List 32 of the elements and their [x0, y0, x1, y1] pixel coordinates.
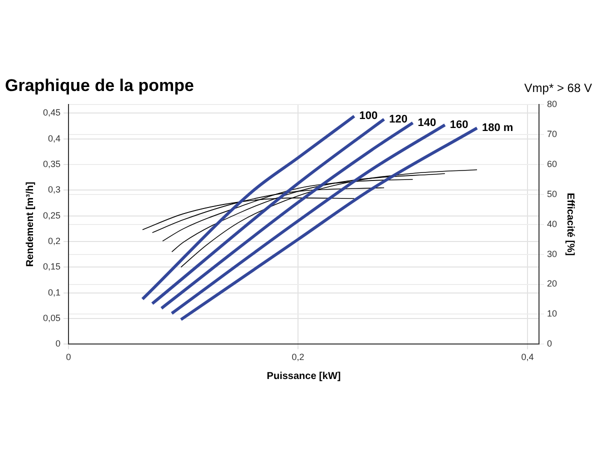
y-tick-label: 0,1 — [48, 287, 61, 298]
y2-tick-label: 30 — [546, 248, 558, 259]
y-axis-title: Rendement [m³/h] — [24, 182, 36, 267]
y-tick-label: 0,15 — [42, 262, 61, 272]
y2-tick-label: 10 — [546, 308, 558, 319]
x-tick-label: 0,2 — [292, 352, 304, 362]
y-tick-label: 0,25 — [42, 210, 61, 220]
x-tick-label: 0 — [66, 352, 72, 362]
series-label: 140 — [418, 116, 436, 129]
chart-title: Graphique de la pompe — [5, 76, 194, 96]
y2-tick-label: 20 — [546, 278, 558, 289]
y-tick-label: 0,45 — [42, 108, 61, 118]
y-tick-label: 0 — [56, 338, 61, 349]
y2-tick-label: 50 — [546, 188, 558, 199]
x-axis-title: Puissance [kW] — [266, 370, 341, 382]
y2-axis-title: Efficacité [%] — [564, 192, 576, 256]
series-label: 180 m — [482, 122, 514, 134]
series-label: 160 — [450, 118, 468, 131]
y-tick-label: 0,05 — [42, 313, 61, 324]
y2-tick-label: 60 — [546, 158, 558, 169]
y2-tick-label: 70 — [546, 128, 558, 139]
y-tick-label: 0,35 — [42, 158, 61, 169]
y-tick-label: 0,3 — [48, 184, 61, 195]
x-tick-label: 0,4 — [521, 352, 534, 362]
y2-tick-label: 0 — [546, 338, 552, 349]
chart-subtitle: Vmp* > 68 V — [524, 81, 592, 95]
y2-tick-label: 40 — [546, 218, 558, 229]
y2-tick-label: 80 — [546, 98, 558, 109]
y-tick-label: 0,4 — [48, 133, 61, 144]
series-label: 120 — [389, 113, 408, 126]
series-label: 100 — [359, 110, 378, 122]
y-tick-label: 0,2 — [48, 236, 61, 246]
